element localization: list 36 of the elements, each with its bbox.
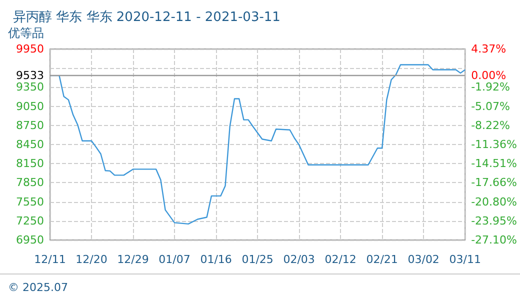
y2-tick-label: -1.92% [471, 80, 510, 94]
y2-tick-label: -17.66% [471, 176, 518, 190]
y-tick-label: 7850 [16, 176, 44, 190]
y2-tick-label: 4.37% [471, 42, 506, 56]
x-tick-label: 12/20 [76, 253, 108, 266]
x-tick-label: 01/07 [158, 253, 190, 266]
y2-tick-label: 0.00% [471, 69, 506, 82]
y2-tick-label: -23.95% [471, 214, 518, 228]
x-tick-label: 02/03 [283, 253, 315, 266]
text: © 2025.07 [8, 281, 68, 294]
y-tick-label: 7550 [16, 195, 44, 208]
y2-tick-label: -11.36% [471, 138, 518, 151]
y-tick-label: 8750 [16, 118, 44, 132]
x-tick-label: 01/25 [242, 253, 274, 266]
x-tick-label: 03/02 [408, 253, 440, 266]
x-tick-label: 02/12 [324, 253, 356, 266]
y-tick-label: 8150 [16, 157, 44, 170]
y2-tick-label: -5.07% [471, 100, 510, 113]
y-tick-label: 7250 [16, 214, 44, 228]
y2-tick-label: -8.22% [471, 118, 510, 132]
chart-title: 异丙醇 华东 华东 2020-12-11 - 2021-03-11 [13, 10, 280, 25]
y2-tick-label: -20.80% [471, 195, 518, 208]
y-tick-label: 8450 [16, 138, 44, 151]
x-tick-label: 12/29 [117, 253, 149, 266]
y2-tick-label: -27.10% [471, 234, 518, 246]
y2-tick-label: -14.51% [471, 157, 518, 170]
chart-subtitle: 优等品 [8, 26, 44, 40]
x-tick-label: 03/11 [449, 253, 481, 266]
x-tick-label: 12/11 [34, 253, 66, 266]
x-tick-label: 02/21 [366, 253, 398, 266]
ref-line-label: 9533 [16, 69, 44, 82]
y-tick-label: 9050 [16, 100, 44, 113]
y-tick-label: 6950 [16, 234, 44, 246]
y-tick-label: 9950 [16, 42, 44, 56]
y-tick-label: 9350 [16, 80, 44, 94]
x-tick-label: 01/16 [200, 253, 232, 266]
